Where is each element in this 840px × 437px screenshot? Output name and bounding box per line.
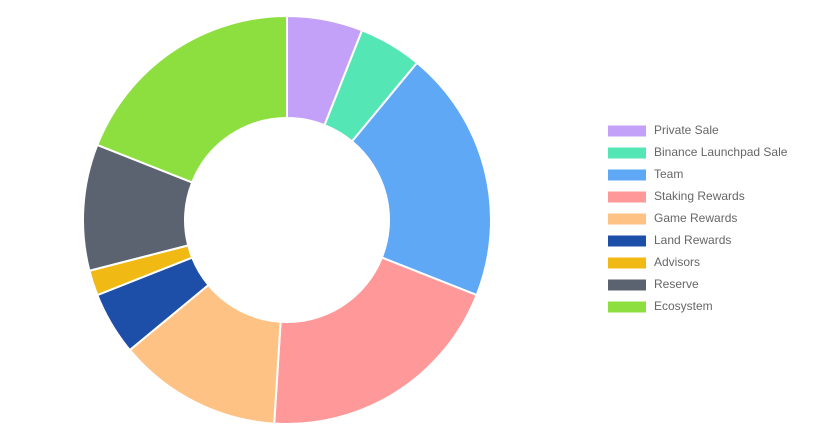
legend-label[interactable]: Land Rewards [654,233,731,247]
legend-label[interactable]: Binance Launchpad Sale [654,145,788,159]
legend-swatch[interactable] [608,257,646,269]
legend-label[interactable]: Private Sale [654,123,719,137]
legend-swatch[interactable] [608,301,646,313]
legend-label[interactable]: Reserve [654,277,699,291]
legend-swatch[interactable] [608,191,646,203]
legend-label[interactable]: Team [654,167,683,181]
legend-swatch[interactable] [608,147,646,159]
legend-label[interactable]: Game Rewards [654,211,737,225]
legend-label[interactable]: Ecosystem [654,299,713,313]
legend-swatch[interactable] [608,213,646,225]
segment [350,61,492,297]
legend-label[interactable]: Staking Rewards [654,189,745,203]
segment [273,256,478,425]
legend-label[interactable]: Advisors [654,255,700,269]
legend-swatch[interactable] [608,235,646,247]
legend-swatch[interactable] [608,125,646,137]
segment [96,14,288,184]
legend-swatch[interactable] [608,169,646,181]
legend-swatch[interactable] [608,279,646,291]
